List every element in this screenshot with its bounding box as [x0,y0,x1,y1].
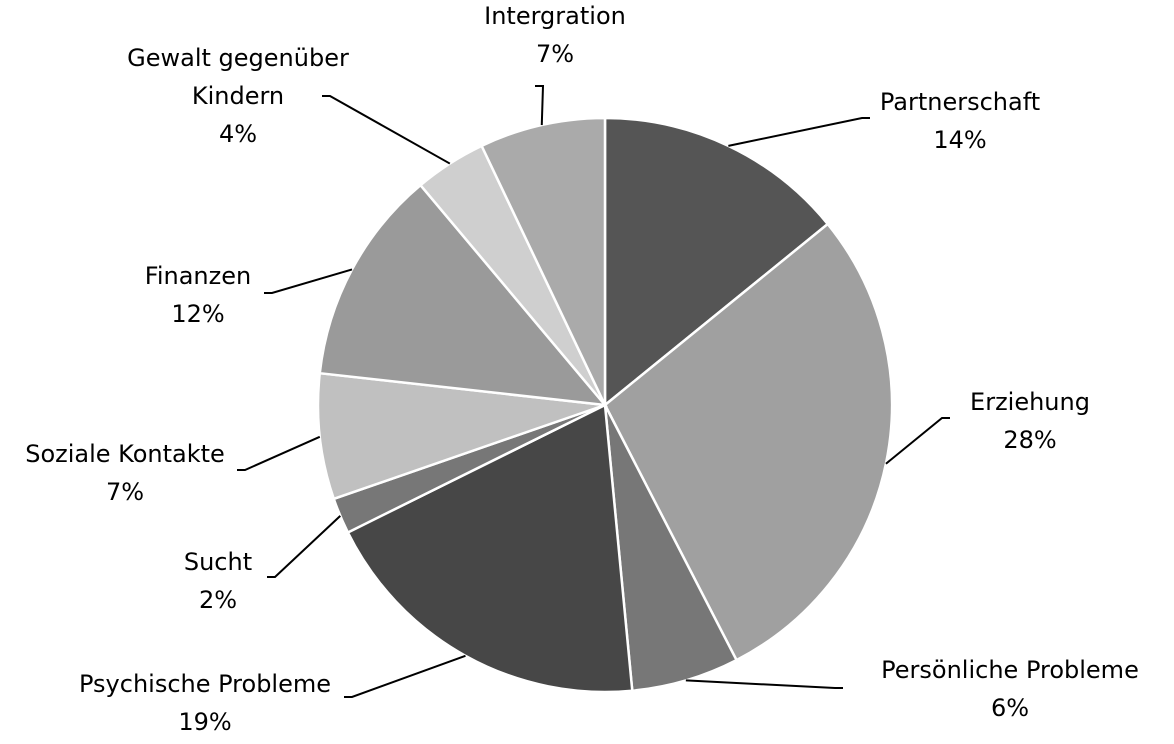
category-label: Partnerschaft [880,88,1040,116]
label-line: Intergration [484,2,626,30]
value-label: 7% [106,478,144,506]
leader-line [885,417,950,465]
value-label: 6% [991,694,1029,722]
leader-line [535,85,545,126]
category-label: Gewalt gegenüber Kindern [127,44,349,110]
category-label: Psychische Probleme [79,670,331,698]
category-label: Erziehung [970,388,1090,416]
label-line: Soziale Kontakte [25,440,225,468]
leader-line [728,117,870,147]
leader-line [264,268,353,294]
pie-slice [346,403,634,694]
label-line: Partnerschaft [880,88,1040,116]
pie-slice [316,371,606,501]
label-line: Persönliche Probleme [881,656,1139,684]
value-label: 7% [536,40,574,68]
label-line: Erziehung [970,388,1090,416]
label-line: Kindern [192,82,284,110]
category-label: Persönliche Probleme [881,656,1139,684]
value-label: 2% [199,586,237,614]
label-line: Sucht [184,548,252,576]
label-line: Psychische Probleme [79,670,331,698]
value-label: 14% [933,126,986,154]
pie-slice [603,116,830,408]
value-label: 12% [171,300,224,328]
category-label: Sucht [184,548,252,576]
leader-line [322,95,451,165]
value-label: 19% [178,708,231,736]
leader-line [267,515,341,578]
leader-line [237,435,321,471]
category-label: Intergration [484,2,626,30]
label-line: Gewalt gegenüber [127,44,349,72]
label-line: Finanzen [145,262,251,290]
leader-line [685,679,843,689]
leader-line [344,654,466,698]
value-label: 4% [219,120,257,148]
pie-slice [603,222,894,662]
category-label: Finanzen [145,262,251,290]
category-label: Soziale Kontakte [25,440,225,468]
value-label: 28% [1003,426,1056,454]
